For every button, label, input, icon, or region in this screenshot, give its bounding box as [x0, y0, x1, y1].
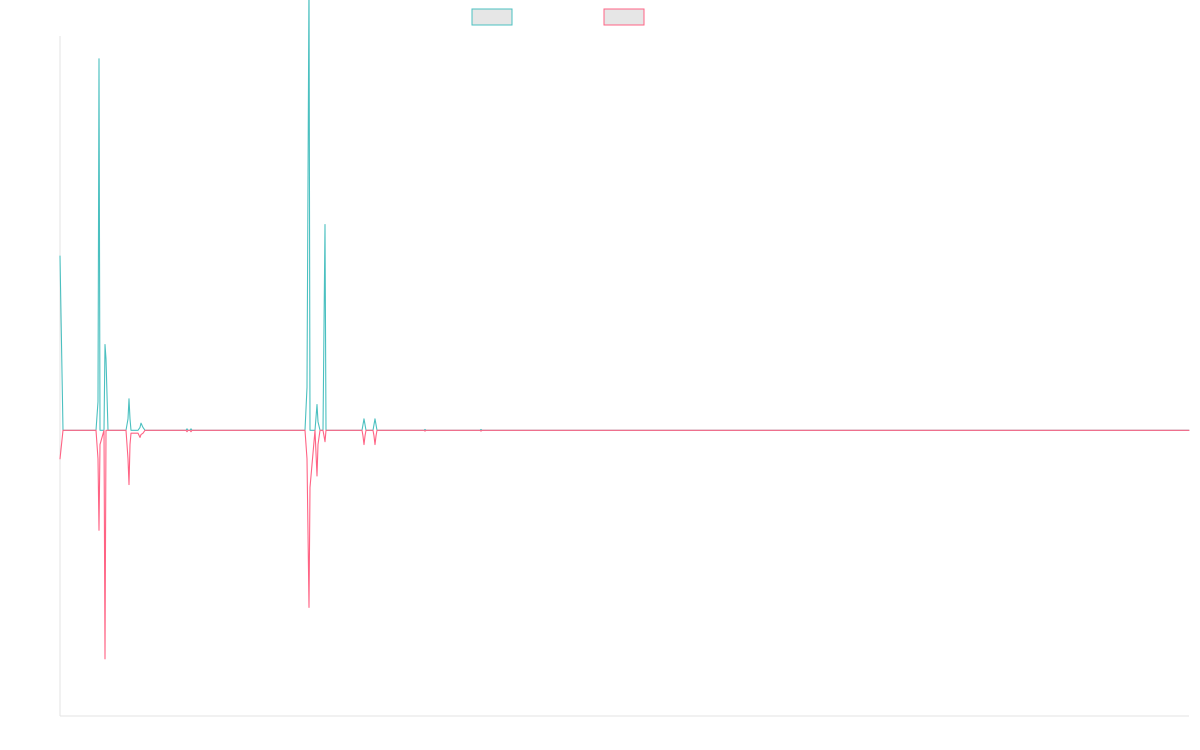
plot-area — [59, 0, 1190, 660]
legend-item-2[interactable] — [603, 8, 645, 26]
series-line-2 — [59, 429, 1190, 660]
legend-swatch-2[interactable] — [603, 8, 645, 26]
legend-item-1[interactable] — [471, 8, 513, 26]
chart-legend — [471, 8, 645, 26]
series-line-1 — [59, 0, 1190, 431]
chart-axes — [59, 36, 1189, 717]
legend-swatch-1[interactable] — [471, 8, 513, 26]
